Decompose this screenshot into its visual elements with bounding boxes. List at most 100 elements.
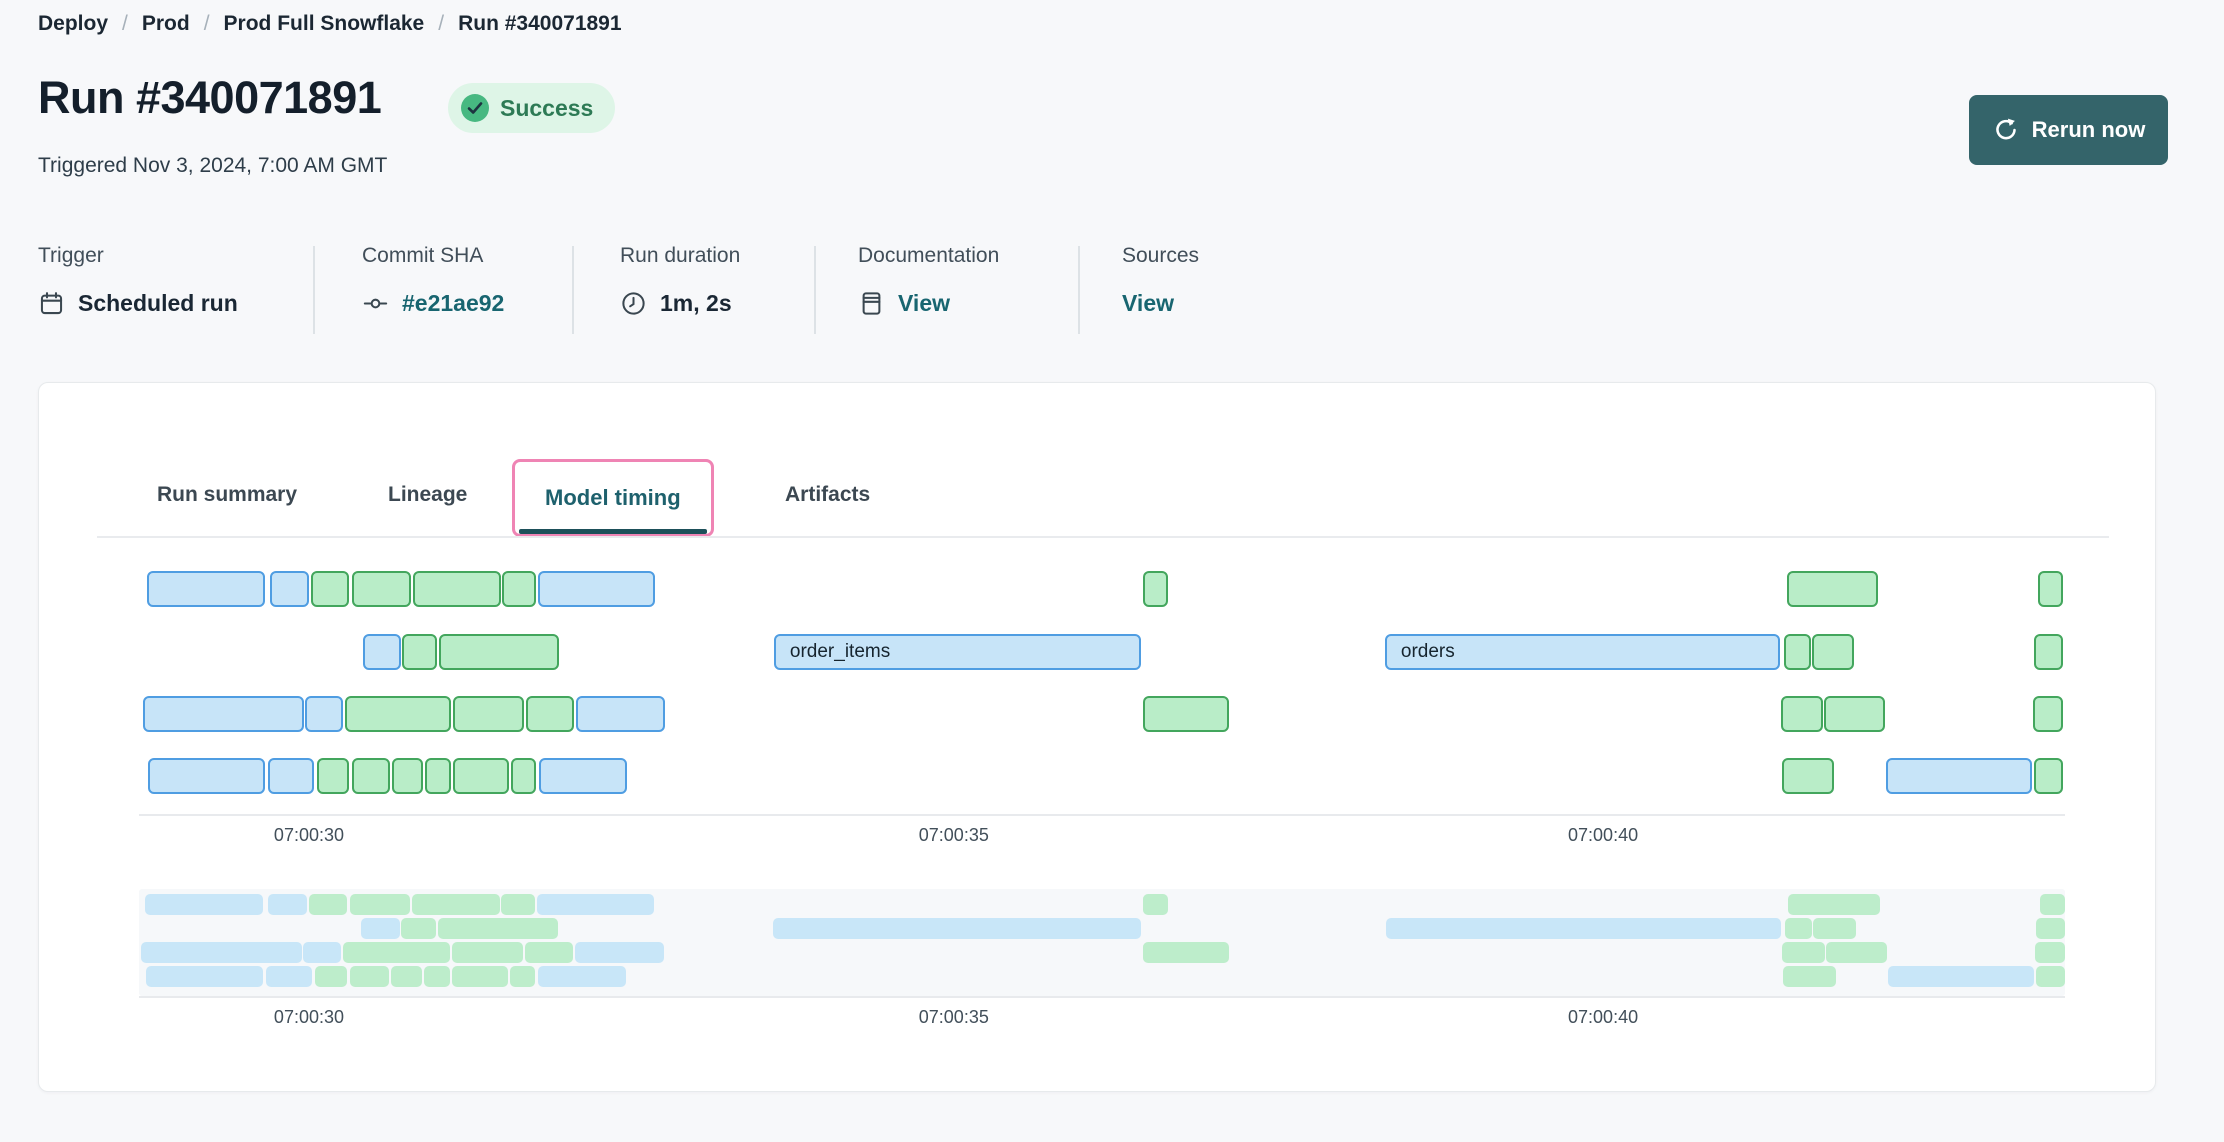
minimap-bar <box>144 894 264 915</box>
gantt-bar[interactable] <box>1811 634 1855 670</box>
gantt-bar[interactable] <box>304 696 343 732</box>
minimap-axis-line <box>139 996 2065 998</box>
gantt-bar[interactable] <box>352 758 391 794</box>
minimap-bar <box>537 966 627 987</box>
gantt-bar[interactable] <box>510 758 536 794</box>
sources-view-link[interactable]: View <box>1122 290 1174 316</box>
gantt-bar[interactable] <box>2033 758 2063 794</box>
gantt-bar[interactable] <box>1783 634 1811 670</box>
gantt-bar-order_items[interactable]: order_items <box>773 634 1141 670</box>
tab-artifacts[interactable]: Artifacts <box>785 483 871 506</box>
minimap-bar <box>1887 966 2034 987</box>
page-title: Run #340071891 <box>38 72 382 123</box>
gantt-bar[interactable] <box>142 696 304 732</box>
gantt-bar[interactable] <box>1782 758 1835 794</box>
minimap-bar <box>268 894 308 915</box>
minimap-bar <box>1825 942 1887 963</box>
commit-icon <box>362 290 389 317</box>
rerun-now-label: Rerun now <box>2031 117 2146 142</box>
gantt-bar[interactable] <box>501 571 536 607</box>
minimap-bar <box>361 918 400 939</box>
gantt-bar[interactable] <box>2033 634 2063 670</box>
tab-run-summary[interactable]: Run summary <box>157 483 298 506</box>
gantt-bar[interactable] <box>352 571 412 607</box>
tab-model-timing-label: Model timing <box>545 485 681 510</box>
gantt-bar[interactable] <box>269 571 309 607</box>
meta-documentation-label: Documentation <box>858 244 1000 267</box>
documentation-view-link[interactable]: View <box>898 290 950 316</box>
minimap-bar <box>2035 966 2065 987</box>
axis-tick-label: 07:00:40 <box>1568 1007 1639 1027</box>
gantt-bar[interactable] <box>2038 571 2063 607</box>
gantt-bar[interactable] <box>344 696 452 732</box>
minimap-bar <box>1788 894 1880 915</box>
gantt-bar[interactable] <box>452 758 509 794</box>
gantt-bar[interactable] <box>412 571 501 607</box>
gantt-bar[interactable] <box>1142 696 1229 732</box>
gantt-bar[interactable] <box>1787 571 1878 607</box>
minimap-bar <box>423 966 450 987</box>
gantt-bar-orders[interactable]: orders <box>1384 634 1780 670</box>
meta-duration-value: 1m, 2s <box>660 290 732 316</box>
minimap-bar <box>390 966 422 987</box>
gantt-bar[interactable] <box>525 696 575 732</box>
minimap-bar <box>1783 966 1836 987</box>
gantt-bar[interactable] <box>438 634 559 670</box>
gantt-bar[interactable] <box>402 634 437 670</box>
gantt-bar[interactable] <box>425 758 451 794</box>
axis-tick-label: 07:00:35 <box>918 825 989 845</box>
gantt-bar[interactable] <box>310 571 349 607</box>
rerun-now-button[interactable]: Rerun now <box>1969 95 2168 165</box>
gantt-bar[interactable] <box>575 696 665 732</box>
minimap-bar <box>773 918 1142 939</box>
gantt-bar[interactable] <box>538 571 656 607</box>
meta-divider <box>313 246 315 334</box>
meta-divider <box>1078 246 1080 334</box>
gantt-bar[interactable] <box>539 758 628 794</box>
breadcrumb-prod[interactable]: Prod <box>141 12 190 35</box>
minimap-bar <box>509 966 535 987</box>
meta-divider <box>814 246 816 334</box>
gantt-bar[interactable] <box>392 758 423 794</box>
gantt-bar[interactable] <box>362 634 402 670</box>
minimap-bar <box>343 942 450 963</box>
run-details-card: Run summary Lineage Model timing Artifac… <box>38 382 2156 1092</box>
gantt-bar[interactable] <box>146 571 265 607</box>
gantt-bar[interactable] <box>2033 696 2063 732</box>
main-axis-ticks: 07:00:30 07:00:35 07:00:40 <box>141 825 2063 851</box>
axis-tick-label: 07:00:30 <box>273 1007 345 1027</box>
minimap-bar <box>524 942 573 963</box>
minimap-bar <box>350 966 389 987</box>
status-badge: Success <box>448 83 616 133</box>
timeline-minimap[interactable] <box>139 889 2065 996</box>
document-icon <box>858 290 885 317</box>
minimap-axis-ticks: 07:00:30 07:00:35 07:00:40 <box>141 1007 2063 1033</box>
meta-sources: Sources View <box>1122 244 1199 317</box>
breadcrumb-environment[interactable]: Prod Full Snowflake <box>223 12 425 35</box>
minimap-bar <box>266 966 313 987</box>
gantt-bar[interactable] <box>317 758 349 794</box>
meta-trigger-label: Trigger <box>38 244 104 267</box>
gantt-bar[interactable] <box>1824 696 1886 732</box>
gantt-bar[interactable] <box>268 758 314 794</box>
gantt-bar[interactable] <box>147 758 265 794</box>
meta-divider <box>572 246 574 334</box>
tab-lineage[interactable]: Lineage <box>388 483 468 506</box>
commit-sha-link[interactable]: #e21ae92 <box>402 290 505 316</box>
minimap-bar <box>309 894 348 915</box>
meta-commit-label: Commit SHA <box>362 244 484 267</box>
gantt-bar[interactable] <box>1885 758 2033 794</box>
breadcrumb-deploy[interactable]: Deploy <box>38 12 109 35</box>
breadcrumb-run[interactable]: Run #340071891 <box>458 12 622 35</box>
meta-trigger: Trigger Scheduled run <box>38 244 238 317</box>
clock-icon <box>620 290 647 317</box>
gantt-bar[interactable] <box>452 696 524 732</box>
refresh-icon <box>1995 118 2016 140</box>
minimap-bar <box>1385 918 1782 939</box>
minimap-bar <box>2035 918 2065 939</box>
minimap-bar <box>2039 894 2065 915</box>
minimap-bar <box>451 966 508 987</box>
tab-model-timing[interactable]: Model timing <box>512 459 714 537</box>
gantt-bar[interactable] <box>1142 571 1168 607</box>
gantt-bar[interactable] <box>1781 696 1824 732</box>
